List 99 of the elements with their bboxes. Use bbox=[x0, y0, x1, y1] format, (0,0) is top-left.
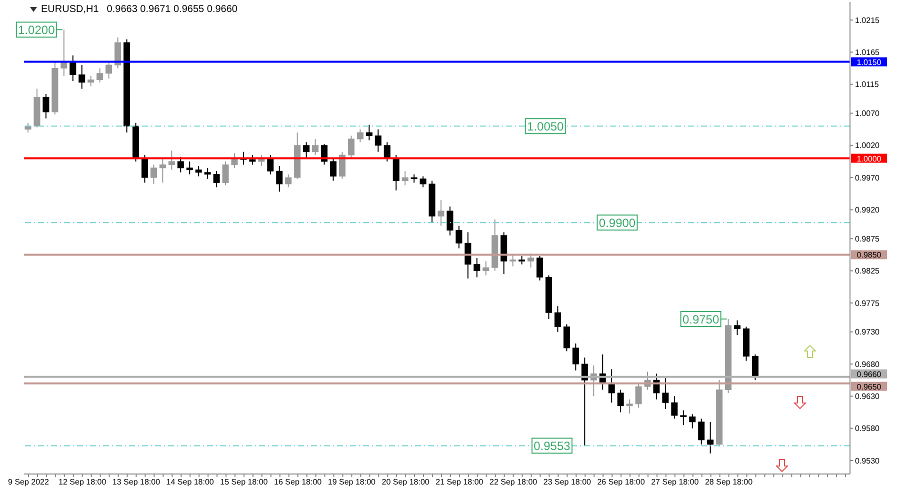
ref-line-label: 0.9900 bbox=[598, 216, 636, 230]
candlestick bbox=[374, 128, 382, 152]
candlestick bbox=[195, 165, 202, 177]
candlestick bbox=[330, 158, 337, 182]
candlestick bbox=[392, 154, 400, 191]
candlestick bbox=[96, 68, 104, 83]
candlestick bbox=[671, 396, 678, 420]
candlestick bbox=[114, 36, 122, 69]
candlestick bbox=[456, 225, 462, 249]
candlestick bbox=[70, 54, 76, 82]
chart-title: EURUSD,H1 bbox=[41, 4, 99, 15]
x-tick-label: 22 Sep 18:00 bbox=[490, 478, 538, 487]
x-tick-label: 20 Sep 18:00 bbox=[382, 478, 430, 487]
ref-line-label: 1.0050 bbox=[527, 120, 564, 134]
annotation: 1.0200 bbox=[18, 23, 56, 38]
candlestick bbox=[689, 414, 696, 429]
y-tick-label: 0.9775 bbox=[855, 298, 880, 308]
candlestick bbox=[24, 122, 32, 134]
annotation: 0.9750 bbox=[682, 312, 720, 327]
candlestick bbox=[581, 357, 588, 446]
candlestick bbox=[159, 158, 166, 184]
candlestick bbox=[356, 128, 364, 143]
candlestick bbox=[482, 260, 490, 276]
y-tick-label: 1.0020 bbox=[855, 141, 880, 150]
candlestick bbox=[42, 93, 50, 119]
x-tick-label: 16 Sep 18:00 bbox=[274, 478, 322, 487]
y-tick-label: 0.9680 bbox=[855, 360, 880, 369]
y-tick-label: 0.9970 bbox=[855, 173, 880, 182]
candlestick bbox=[186, 160, 193, 175]
x-tick-label: 26 Sep 18:00 bbox=[597, 478, 646, 487]
ref-line-label: 0.9553 bbox=[534, 439, 571, 454]
y-tick-label: 0.9530 bbox=[855, 456, 880, 466]
y-tick-label: 0.9875 bbox=[855, 234, 880, 244]
x-tick-label: 21 Sep 18:00 bbox=[436, 478, 484, 487]
candlestick bbox=[662, 378, 669, 410]
candlestick bbox=[150, 164, 157, 184]
y-tick-label: 0.9825 bbox=[855, 266, 880, 276]
candlestick bbox=[267, 154, 274, 175]
candlestick bbox=[420, 176, 426, 188]
candlestick bbox=[141, 154, 148, 184]
candlestick bbox=[222, 160, 229, 186]
candlestick bbox=[734, 320, 741, 336]
candlestick bbox=[680, 410, 687, 426]
candlestick bbox=[474, 257, 480, 278]
candlestick bbox=[554, 306, 561, 332]
candlestick bbox=[312, 138, 319, 156]
candlestick bbox=[626, 398, 633, 414]
y-tick-label: 0.9730 bbox=[855, 328, 880, 337]
ref-line-label: 1.0000 bbox=[856, 154, 882, 164]
candlestick bbox=[698, 418, 705, 445]
ref-line-label: 0.9660 bbox=[856, 370, 882, 379]
candlestick bbox=[635, 382, 642, 408]
x-tick-label: 14 Sep 18:00 bbox=[166, 478, 214, 487]
ref-line-label: 1.0150 bbox=[856, 58, 882, 67]
ref-line-label: 0.9850 bbox=[856, 250, 882, 260]
candlestick bbox=[446, 206, 454, 236]
candlestick bbox=[563, 324, 570, 352]
candlestick bbox=[572, 342, 579, 371]
candlestick bbox=[177, 156, 184, 173]
candlestick bbox=[510, 254, 516, 267]
x-tick-label: 19 Sep 18:00 bbox=[328, 478, 376, 487]
candlestick bbox=[78, 64, 86, 90]
chart-subtitle: 0.9663 0.9671 0.9655 0.9660 bbox=[106, 4, 238, 15]
candlestick bbox=[88, 75, 94, 87]
x-tick-label: 9 Sep 2022 bbox=[8, 478, 50, 487]
candlestick bbox=[338, 151, 346, 180]
candlestick bbox=[321, 144, 328, 166]
y-tick-label: 0.9920 bbox=[855, 206, 880, 215]
x-tick-label: 28 Sep 18:00 bbox=[704, 478, 754, 487]
ref-line-label: 0.9650 bbox=[856, 382, 882, 392]
candlestick bbox=[752, 354, 758, 381]
candlestick bbox=[617, 389, 624, 413]
candlestick bbox=[366, 124, 372, 141]
x-tick-label: 15 Sep 18:00 bbox=[220, 478, 268, 487]
x-tick-label: 13 Sep 18:00 bbox=[112, 478, 161, 487]
x-tick-label: 12 Sep 18:00 bbox=[58, 478, 107, 487]
y-tick-label: 0.9630 bbox=[855, 392, 880, 402]
y-tick-label: 1.0115 bbox=[855, 80, 880, 90]
candlestick bbox=[213, 170, 220, 188]
candlestick bbox=[402, 170, 408, 186]
y-tick-label: 1.0070 bbox=[855, 109, 880, 118]
y-tick-label: 1.0215 bbox=[855, 16, 880, 25]
candlestick bbox=[707, 421, 714, 454]
candlestick bbox=[438, 200, 444, 226]
candlestick bbox=[536, 256, 544, 281]
x-tick-label: 27 Sep 18:00 bbox=[651, 478, 700, 487]
candlestick bbox=[106, 62, 112, 80]
candlestick bbox=[276, 165, 283, 192]
y-tick-label: 0.9580 bbox=[855, 424, 880, 434]
candlestick bbox=[204, 167, 211, 180]
candlestick bbox=[384, 142, 390, 162]
candlestick bbox=[348, 135, 354, 159]
candlestick bbox=[464, 232, 472, 280]
x-tick-label: 23 Sep 18:00 bbox=[543, 478, 592, 487]
candlestick bbox=[528, 252, 534, 268]
y-tick-label: 1.0165 bbox=[855, 48, 880, 57]
candlestick bbox=[285, 174, 292, 188]
candlestick bbox=[168, 150, 175, 170]
candlestick bbox=[303, 142, 310, 159]
